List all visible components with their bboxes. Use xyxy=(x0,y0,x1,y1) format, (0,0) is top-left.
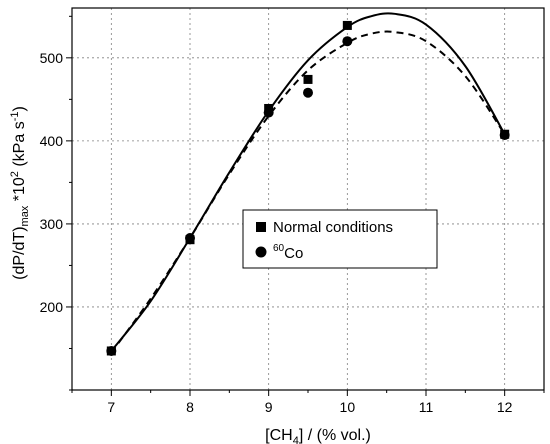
x-tick-label: 7 xyxy=(107,399,115,415)
x-axis-title: [CH4] / (% vol.) xyxy=(265,427,371,444)
circle-data-point xyxy=(263,107,274,118)
y-axis-ticks: 200 300 400 500 xyxy=(40,15,72,391)
grid-lines xyxy=(72,8,544,390)
legend-circle-marker xyxy=(255,246,267,258)
legend-square-marker xyxy=(256,222,266,232)
y-axis-title-superscript: -1 xyxy=(9,112,21,122)
legend: Normal conditions 60Co xyxy=(242,209,438,269)
y-tick-label: 400 xyxy=(40,133,64,149)
circle-data-point xyxy=(106,345,117,356)
y-tick-label: 300 xyxy=(40,216,64,232)
circle-data-point xyxy=(342,36,353,47)
y-axis-title-subscript: max xyxy=(19,205,31,226)
y-axis-title-superscript: 2 xyxy=(9,171,21,177)
circle-data-point xyxy=(499,130,510,141)
circle-data-point xyxy=(303,87,313,98)
fit-curve-dashed xyxy=(110,30,506,354)
fit-curves xyxy=(110,12,506,354)
plot-frame xyxy=(71,7,545,391)
data-points xyxy=(106,20,510,356)
y-tick-label: 500 xyxy=(40,50,64,66)
square-data-point xyxy=(342,20,352,30)
y-tick-label: 200 xyxy=(40,299,64,315)
fit-curve-solid xyxy=(110,12,506,352)
y-axis-title: (dP/dT)max *102 (kPa s-1) xyxy=(9,106,31,280)
x-tick-label: 9 xyxy=(265,399,273,415)
legend-label-co60-sup: 60 xyxy=(273,243,285,254)
x-axis-title-part: ] / (% vol.) xyxy=(299,427,371,444)
x-axis-title-subscript: 4 xyxy=(293,435,299,444)
x-axis-ticks: 7 8 9 10 11 12 xyxy=(71,390,545,415)
x-axis-title-part: [CH xyxy=(265,427,293,444)
x-tick-label: 12 xyxy=(497,399,513,415)
x-tick-label: 11 xyxy=(419,399,434,415)
y-axis-title-part: *10 xyxy=(11,177,28,206)
x-tick-label: 10 xyxy=(340,399,356,415)
circle-data-point xyxy=(185,233,195,244)
x-tick-label: 8 xyxy=(186,399,194,415)
square-data-point xyxy=(303,74,313,84)
legend-label-co60: 60Co xyxy=(273,243,303,262)
y-axis-title-part: (dP/dT) xyxy=(11,226,28,279)
legend-label-normal: Normal conditions xyxy=(273,219,393,236)
y-axis-title-part: (kPa s xyxy=(11,121,28,171)
legend-box xyxy=(242,209,438,269)
legend-label-co60-text: Co xyxy=(284,245,303,262)
y-axis-title-part: ) xyxy=(11,106,28,111)
